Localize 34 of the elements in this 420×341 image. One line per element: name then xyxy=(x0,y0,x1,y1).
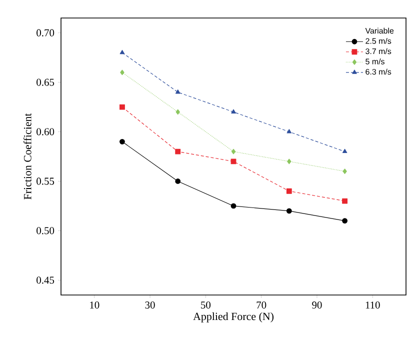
y-tick-label: 0.55 xyxy=(36,178,54,185)
point xyxy=(342,168,347,174)
point xyxy=(287,158,292,164)
y-tick-label: 0.45 xyxy=(36,276,54,284)
point xyxy=(120,104,125,110)
point xyxy=(286,188,292,194)
point xyxy=(120,138,125,144)
x-axis-title: Applied Force (N) xyxy=(193,312,274,322)
point xyxy=(230,158,236,164)
point xyxy=(120,70,124,76)
point xyxy=(230,203,236,209)
y-tick-label: 0.50 xyxy=(36,227,54,234)
point xyxy=(286,129,292,134)
y-tick-label: 0.70 xyxy=(36,29,54,36)
x-tick-label: 110 xyxy=(366,302,380,309)
y-tick-label: 0.65 xyxy=(36,78,54,86)
y-tick-label: 0.60 xyxy=(36,128,54,136)
point xyxy=(231,109,236,114)
point xyxy=(176,109,180,115)
point xyxy=(175,178,181,184)
x-tick-label: 70 xyxy=(256,302,266,309)
point xyxy=(120,50,125,54)
point xyxy=(342,218,348,224)
x-tick-label: 30 xyxy=(145,302,155,309)
point xyxy=(342,148,348,154)
point xyxy=(231,148,236,154)
x-tick-label: 50 xyxy=(201,302,211,309)
point xyxy=(175,148,181,154)
x-tick-label: 10 xyxy=(90,302,100,309)
point xyxy=(175,89,180,94)
x-tick-label: 90 xyxy=(312,302,322,309)
y-axis-title: Friction Coefficient xyxy=(24,113,32,200)
point xyxy=(342,198,348,204)
point xyxy=(286,208,292,214)
